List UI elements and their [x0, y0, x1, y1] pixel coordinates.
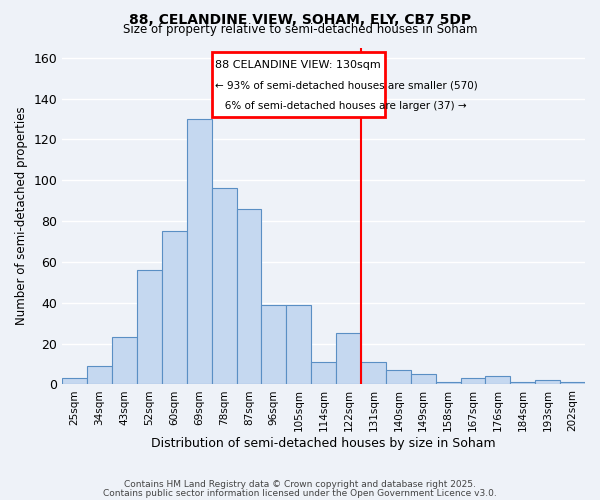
Text: Contains HM Land Registry data © Crown copyright and database right 2025.: Contains HM Land Registry data © Crown c… [124, 480, 476, 489]
Bar [535, 380, 560, 384]
Text: Contains public sector information licensed under the Open Government Licence v3: Contains public sector information licen… [103, 488, 497, 498]
Bar [212, 188, 236, 384]
Bar [162, 232, 187, 384]
Bar [137, 270, 162, 384]
Text: Size of property relative to semi-detached houses in Soham: Size of property relative to semi-detach… [123, 22, 477, 36]
Bar [87, 366, 112, 384]
Bar [386, 370, 411, 384]
Bar [511, 382, 535, 384]
X-axis label: Distribution of semi-detached houses by size in Soham: Distribution of semi-detached houses by … [151, 437, 496, 450]
Bar [485, 376, 511, 384]
Bar [361, 362, 386, 384]
FancyBboxPatch shape [212, 52, 385, 117]
Bar [236, 209, 262, 384]
Bar [62, 378, 87, 384]
Bar [436, 382, 461, 384]
Bar [411, 374, 436, 384]
Bar [336, 334, 361, 384]
Bar [262, 305, 286, 384]
Bar [461, 378, 485, 384]
Bar [187, 119, 212, 384]
Bar [112, 338, 137, 384]
Text: 6% of semi-detached houses are larger (37) →: 6% of semi-detached houses are larger (3… [215, 100, 467, 110]
Bar [311, 362, 336, 384]
Text: 88, CELANDINE VIEW, SOHAM, ELY, CB7 5DP: 88, CELANDINE VIEW, SOHAM, ELY, CB7 5DP [129, 12, 471, 26]
Y-axis label: Number of semi-detached properties: Number of semi-detached properties [15, 106, 28, 326]
Text: 88 CELANDINE VIEW: 130sqm: 88 CELANDINE VIEW: 130sqm [215, 60, 381, 70]
Bar [560, 382, 585, 384]
Text: ← 93% of semi-detached houses are smaller (570): ← 93% of semi-detached houses are smalle… [215, 80, 478, 90]
Bar [286, 305, 311, 384]
